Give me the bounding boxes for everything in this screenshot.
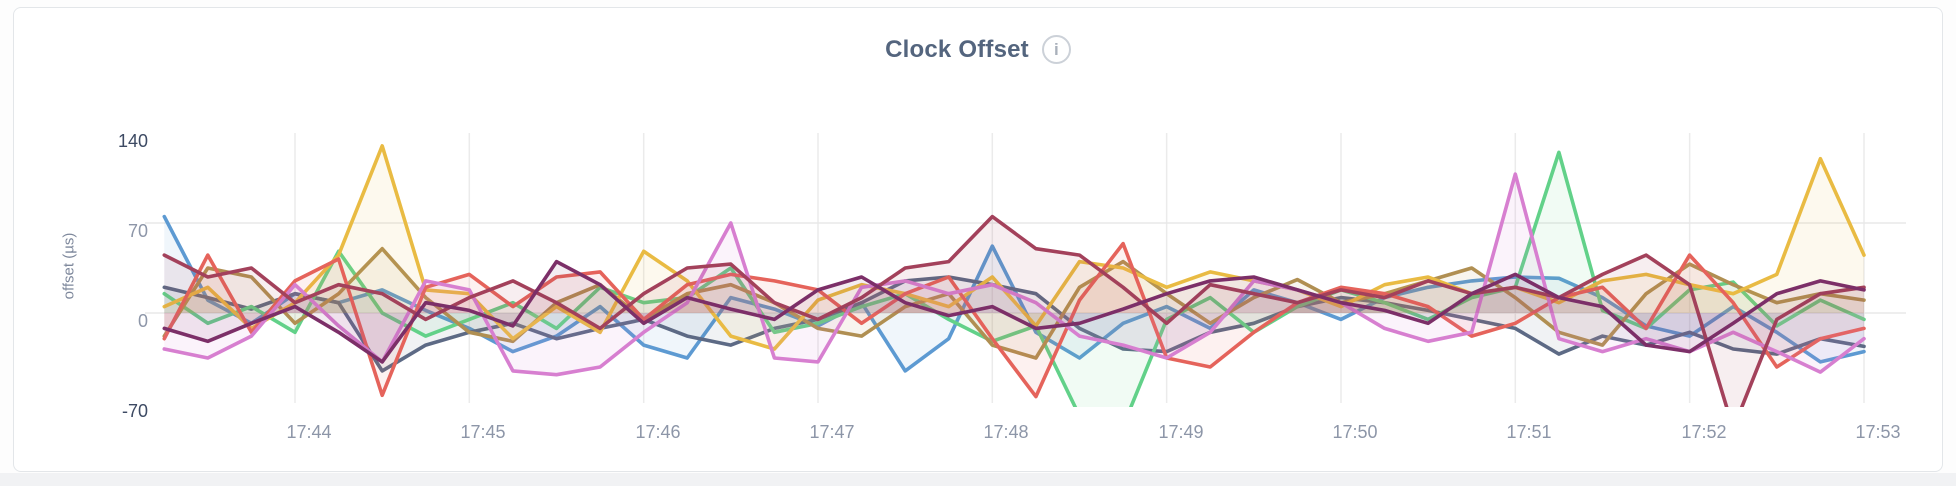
y-tick-0: 0	[137, 311, 148, 331]
x-tick-1744: 17:44	[286, 422, 332, 442]
plot-hover-area[interactable]	[146, 95, 1906, 407]
x-tick-1748: 17:48	[983, 422, 1029, 442]
x-tick-1749: 17:49	[1158, 422, 1204, 442]
y-tick-70: 70	[127, 221, 148, 241]
y-tick-neg70: -70	[121, 401, 148, 421]
x-tick-1746: 17:46	[635, 422, 681, 442]
info-icon[interactable]: i	[1041, 35, 1071, 64]
x-tick-1753: 17:53	[1855, 422, 1901, 442]
x-tick-1751: 17:51	[1506, 422, 1552, 442]
chart-header: Clock Offset i	[14, 35, 1942, 64]
x-tick-1745: 17:45	[460, 422, 506, 442]
x-tick-1747: 17:47	[809, 422, 855, 442]
x-tick-1750: 17:50	[1332, 422, 1378, 442]
chart-title: Clock Offset	[885, 35, 1029, 63]
y-tick-140: 140	[117, 131, 148, 151]
y-axis-title: offset (µs)	[60, 232, 78, 300]
x-tick-1752: 17:52	[1681, 422, 1727, 442]
page-bottom-strip	[0, 473, 1956, 486]
